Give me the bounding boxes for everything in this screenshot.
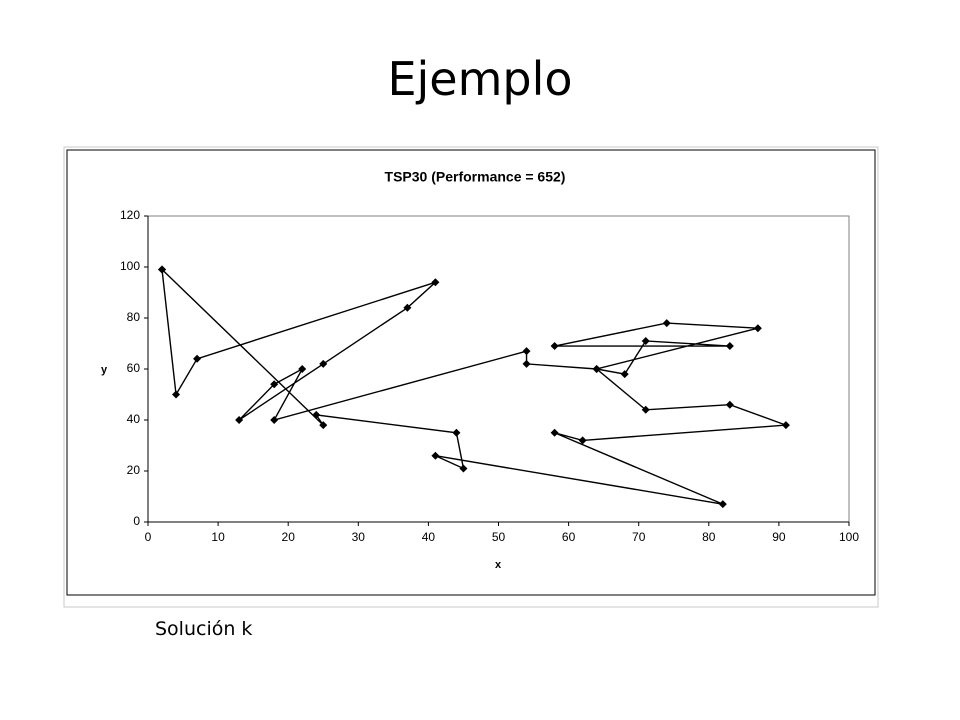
point-marker <box>319 359 328 368</box>
tour-line <box>161 269 787 505</box>
x-tick-label: 80 <box>702 530 716 544</box>
point-marker <box>319 421 328 430</box>
point-marker <box>550 342 559 351</box>
point-marker <box>781 421 790 430</box>
chart-title: TSP30 (Performance = 652) <box>385 169 566 185</box>
x-tick-label: 50 <box>492 530 506 544</box>
point-marker <box>270 416 279 424</box>
point-marker <box>431 278 440 287</box>
slide-title: Ejemplo <box>387 52 573 106</box>
y-axis-label: y <box>101 364 108 376</box>
y-tick-label: 80 <box>127 310 141 324</box>
point-marker <box>522 359 531 368</box>
x-tick-label: 0 <box>145 530 152 544</box>
point-marker <box>753 324 762 333</box>
x-tick-label: 30 <box>352 530 366 544</box>
point-marker <box>403 303 412 312</box>
point-marker <box>193 354 202 363</box>
point-marker <box>725 400 734 409</box>
point-marker <box>620 370 629 379</box>
point-marker <box>662 319 671 328</box>
point-marker <box>641 336 650 345</box>
point-marker <box>550 428 559 437</box>
x-tick-label: 60 <box>562 530 576 544</box>
point-marker <box>158 265 167 274</box>
x-axis-label: x <box>495 559 502 571</box>
point-marker <box>452 428 461 437</box>
point-marker <box>641 405 650 414</box>
point-marker <box>270 380 279 389</box>
x-tick-label: 40 <box>422 530 436 544</box>
point-marker <box>431 451 440 460</box>
point-marker <box>459 464 468 473</box>
point-marker <box>298 365 307 373</box>
x-tick-label: 100 <box>839 530 859 544</box>
x-tick-label: 70 <box>632 530 646 544</box>
point-marker <box>312 410 321 419</box>
y-tick-label: 0 <box>133 514 140 528</box>
point-marker <box>522 347 531 356</box>
point-marker <box>235 416 244 424</box>
x-tick-label: 20 <box>282 530 296 544</box>
y-tick-label: 120 <box>120 208 140 222</box>
y-tick-label: 20 <box>127 463 141 477</box>
point-marker <box>592 365 601 373</box>
point-marker <box>172 390 181 399</box>
y-tick-label: 60 <box>127 361 141 375</box>
y-tick-label: 100 <box>120 259 140 273</box>
point-marker <box>578 436 587 445</box>
plot-area <box>147 215 850 523</box>
point-marker <box>718 500 727 509</box>
x-tick-label: 10 <box>211 530 225 544</box>
caption: Solución k <box>155 618 253 640</box>
x-tick-label: 90 <box>772 530 786 544</box>
point-marker <box>725 342 734 351</box>
y-tick-label: 40 <box>127 412 141 426</box>
